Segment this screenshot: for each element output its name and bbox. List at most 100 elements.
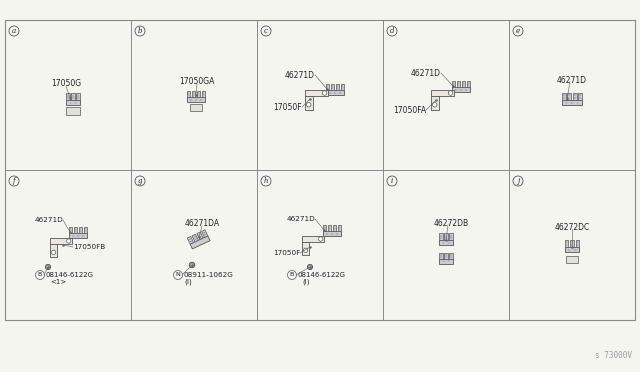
Polygon shape	[188, 237, 193, 244]
Text: 17050G: 17050G	[51, 78, 81, 87]
Bar	[333, 225, 337, 231]
Polygon shape	[197, 232, 203, 240]
Bar	[439, 240, 453, 245]
Bar	[340, 84, 344, 90]
Bar	[187, 90, 190, 97]
Bar	[439, 259, 452, 264]
Bar	[50, 238, 72, 244]
Bar	[439, 233, 443, 240]
Text: B: B	[38, 273, 42, 278]
Circle shape	[303, 248, 308, 253]
Text: d: d	[390, 27, 394, 35]
Text: 46271D: 46271D	[286, 216, 315, 222]
Text: 17050FA: 17050FA	[393, 106, 426, 115]
Bar	[567, 93, 572, 100]
Bar	[305, 96, 312, 109]
Text: (I): (I)	[302, 279, 310, 285]
Text: 46272DB: 46272DB	[433, 218, 468, 228]
Bar	[444, 233, 448, 240]
Text: 46272DC: 46272DC	[554, 222, 589, 231]
Bar	[66, 93, 70, 100]
Bar	[196, 90, 200, 97]
Bar	[79, 227, 83, 233]
Bar	[68, 227, 72, 233]
Bar	[570, 240, 574, 247]
Bar	[457, 80, 460, 87]
Bar	[449, 233, 453, 240]
Text: <1>: <1>	[50, 279, 67, 285]
Text: 08911-1062G: 08911-1062G	[184, 272, 234, 278]
Bar	[202, 90, 205, 97]
Text: g: g	[138, 177, 142, 185]
Text: 46271D: 46271D	[35, 217, 63, 223]
Text: 17050FB: 17050FB	[73, 244, 105, 250]
Text: c: c	[264, 27, 268, 35]
Circle shape	[51, 250, 56, 254]
Text: j: j	[517, 177, 519, 185]
Text: s 73000V: s 73000V	[595, 351, 632, 360]
Bar	[5, 20, 635, 320]
Bar	[323, 225, 326, 231]
Circle shape	[307, 264, 312, 270]
Text: 46271D: 46271D	[557, 76, 587, 84]
Bar	[302, 242, 309, 255]
Text: (I): (I)	[184, 279, 192, 285]
Circle shape	[433, 103, 437, 107]
Text: 46271D: 46271D	[411, 68, 441, 77]
Bar	[71, 93, 75, 100]
Text: b: b	[138, 27, 142, 35]
Bar	[76, 93, 80, 100]
Bar	[439, 253, 443, 259]
Bar	[328, 225, 332, 231]
Bar	[564, 240, 568, 247]
Bar	[573, 93, 577, 100]
Text: N: N	[175, 273, 180, 278]
Bar	[323, 231, 341, 236]
Text: 08146-6122G: 08146-6122G	[46, 272, 94, 278]
Bar	[68, 233, 87, 238]
Bar	[302, 236, 324, 242]
Bar	[467, 80, 470, 87]
Bar	[74, 227, 77, 233]
Text: 17050F: 17050F	[273, 103, 302, 112]
Circle shape	[307, 103, 311, 107]
Bar	[452, 80, 455, 87]
Circle shape	[47, 266, 49, 268]
Text: 08146-6122G: 08146-6122G	[298, 272, 346, 278]
Bar	[431, 90, 454, 96]
Circle shape	[448, 91, 452, 95]
Text: 46271DA: 46271DA	[184, 218, 220, 228]
Circle shape	[189, 262, 195, 268]
Circle shape	[191, 264, 193, 266]
Text: 17050GA: 17050GA	[179, 77, 214, 86]
Bar	[66, 100, 80, 105]
Bar	[336, 84, 339, 90]
Circle shape	[45, 264, 51, 270]
Polygon shape	[190, 236, 210, 249]
Bar	[449, 253, 452, 259]
Bar	[564, 247, 579, 253]
Polygon shape	[202, 230, 208, 237]
Text: i: i	[391, 177, 393, 185]
Bar	[562, 100, 582, 105]
Circle shape	[319, 237, 323, 241]
Text: 17050F: 17050F	[273, 250, 300, 256]
Text: a: a	[12, 27, 16, 35]
Bar	[452, 87, 470, 92]
Bar	[66, 107, 80, 115]
Text: B: B	[290, 273, 294, 278]
Bar	[326, 84, 329, 90]
Bar	[305, 90, 328, 96]
Bar	[326, 90, 344, 95]
Bar	[187, 97, 205, 102]
Polygon shape	[192, 234, 198, 242]
Circle shape	[308, 266, 311, 268]
Bar	[338, 225, 341, 231]
Text: h: h	[264, 177, 268, 185]
Bar	[562, 93, 566, 100]
Text: e: e	[516, 27, 520, 35]
Text: 46271D: 46271D	[285, 71, 315, 80]
Bar	[461, 80, 465, 87]
Bar	[566, 256, 578, 263]
Bar	[331, 84, 334, 90]
